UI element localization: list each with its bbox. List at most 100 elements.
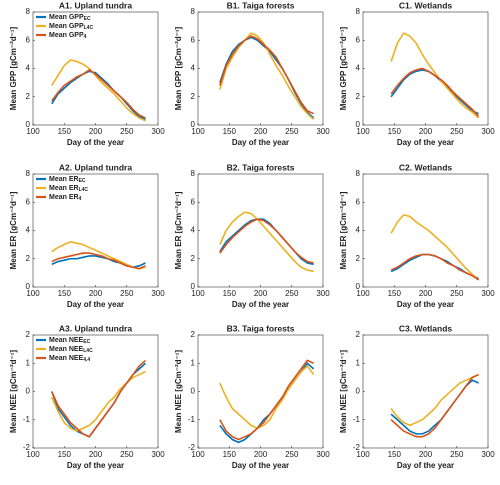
- legend-name: Mean NEE: [49, 355, 84, 362]
- legend-label: Mean GPP4: [49, 32, 87, 40]
- x-tick-label: 300: [151, 289, 165, 298]
- x-tick-label: 150: [58, 450, 72, 459]
- y-axis-label: Mean NEE [gCm⁻²d⁻¹]: [339, 350, 348, 433]
- legend-label: Mean GPPEC: [49, 14, 91, 22]
- x-tick-label: 150: [223, 289, 237, 298]
- legend-label: Mean ER4: [49, 194, 82, 202]
- panel: 100 150 200 250 300 -2 -1 0 1 2 B3. Taiga forests D…: [174, 323, 330, 470]
- y-tick-label: -1: [188, 415, 196, 424]
- legend-label: Mean ERL4C: [49, 185, 88, 193]
- y-tick-label: 2: [26, 92, 31, 101]
- y-axis-label: Mean ER [gCm⁻²d⁻¹]: [9, 191, 18, 269]
- x-tick-label: 300: [316, 127, 330, 136]
- chart-title: B3. Taiga forests: [227, 323, 295, 333]
- data-line: [219, 35, 314, 115]
- chart-title: A1. Upland tundra: [59, 0, 132, 10]
- y-tick-label: -2: [188, 443, 196, 452]
- legend-name: Mean NEE: [49, 346, 84, 353]
- x-tick-label: 250: [450, 289, 464, 298]
- data-line: [51, 359, 147, 438]
- plot-frame: [362, 173, 489, 288]
- x-tick-label: 200: [419, 450, 433, 459]
- legend-subscript: 4: [84, 34, 87, 40]
- x-axis-label: Day of the year: [67, 138, 124, 147]
- data-line: [50, 362, 147, 438]
- legend-name: Mean ER: [49, 194, 79, 201]
- x-tick-label: 250: [285, 127, 299, 136]
- x-tick-label: 100: [356, 289, 370, 298]
- data-line: [51, 59, 146, 122]
- x-tick-label: 100: [356, 450, 370, 459]
- data-line: [51, 70, 146, 121]
- x-tick-label: 200: [254, 289, 268, 298]
- y-axis-label: Mean NEE [gCm⁻²d⁻¹]: [174, 350, 183, 433]
- panel: 100 150 200 250 300 0 2 4 6 8 B2. Taiga forests Day…: [174, 162, 330, 309]
- x-tick-label: 250: [120, 450, 134, 459]
- legend-subscript: 4,4: [83, 357, 90, 363]
- y-tick-label: 4: [191, 64, 196, 73]
- y-tick-label: 0: [191, 120, 196, 129]
- y-tick-label: 1: [191, 358, 196, 367]
- plot-frame: [197, 334, 324, 449]
- x-tick-label: 150: [388, 450, 402, 459]
- y-tick-label: 2: [26, 254, 31, 263]
- x-tick-label: 250: [450, 127, 464, 136]
- y-tick-label: 6: [26, 197, 31, 206]
- y-axis-label: Mean GPP [gCm⁻²d⁻¹]: [9, 26, 18, 110]
- y-tick-label: 8: [191, 169, 196, 178]
- x-axis-label: Day of the year: [67, 461, 124, 470]
- x-axis-label: Day of the year: [67, 300, 124, 309]
- y-tick-label: -2: [23, 443, 31, 452]
- y-tick-label: 8: [356, 7, 361, 16]
- x-tick-label: 300: [151, 450, 165, 459]
- y-tick-label: 2: [191, 254, 196, 263]
- y-tick-label: 8: [26, 169, 31, 178]
- x-axis-label: Day of the year: [232, 138, 289, 147]
- data-line: [390, 253, 479, 280]
- plot-frame: [197, 173, 324, 288]
- y-tick-label: 2: [191, 330, 196, 339]
- y-tick-label: 6: [356, 35, 361, 44]
- x-tick-label: 250: [285, 450, 299, 459]
- x-tick-label: 150: [58, 289, 72, 298]
- x-tick-label: 100: [26, 127, 40, 136]
- legend-name: Mean ER: [49, 185, 79, 192]
- x-tick-label: 100: [191, 127, 205, 136]
- panel: 100 150 200 250 300 0 2 4 6 8 B1. Taiga forests Day…: [174, 0, 330, 147]
- legend-subscript: L4C: [84, 25, 94, 31]
- x-tick-label: 300: [316, 450, 330, 459]
- legend-subscript: L4C: [79, 187, 89, 193]
- x-tick-label: 100: [191, 450, 205, 459]
- chart-title: A3. Upland tundra: [59, 323, 132, 333]
- y-tick-label: -1: [23, 415, 31, 424]
- y-axis-label: Mean NEE [gCm⁻²d⁻¹]: [9, 350, 18, 433]
- x-tick-label: 200: [254, 127, 268, 136]
- x-tick-label: 250: [285, 289, 299, 298]
- x-tick-label: 300: [481, 450, 495, 459]
- x-tick-label: 100: [356, 127, 370, 136]
- y-tick-label: 0: [356, 282, 361, 291]
- y-tick-label: 6: [191, 197, 196, 206]
- x-tick-label: 150: [58, 127, 72, 136]
- x-tick-label: 300: [151, 127, 165, 136]
- y-tick-label: -2: [353, 443, 361, 452]
- x-tick-label: 150: [388, 289, 402, 298]
- data-line: [219, 218, 314, 266]
- x-axis-label: Day of the year: [397, 461, 454, 470]
- x-tick-label: 300: [481, 289, 495, 298]
- x-tick-label: 200: [419, 289, 433, 298]
- y-tick-label: 2: [356, 254, 361, 263]
- legend-name: Mean GPP: [49, 32, 84, 39]
- panel: 100 150 200 250 300 0 2 4 6 8 C2. Wetlands Day of t…: [339, 162, 495, 309]
- y-axis-label: Mean ER [gCm⁻²d⁻¹]: [174, 191, 183, 269]
- data-line: [390, 253, 480, 281]
- chart-title: B2. Taiga forests: [227, 162, 295, 172]
- y-tick-label: 8: [26, 7, 31, 16]
- data-line: [390, 67, 480, 118]
- y-tick-label: 8: [356, 169, 361, 178]
- y-tick-label: 4: [356, 64, 361, 73]
- x-tick-label: 250: [120, 127, 134, 136]
- legend-subscript: 4: [79, 196, 82, 202]
- legend-label: Mean EREC: [49, 176, 86, 184]
- data-line: [390, 32, 480, 119]
